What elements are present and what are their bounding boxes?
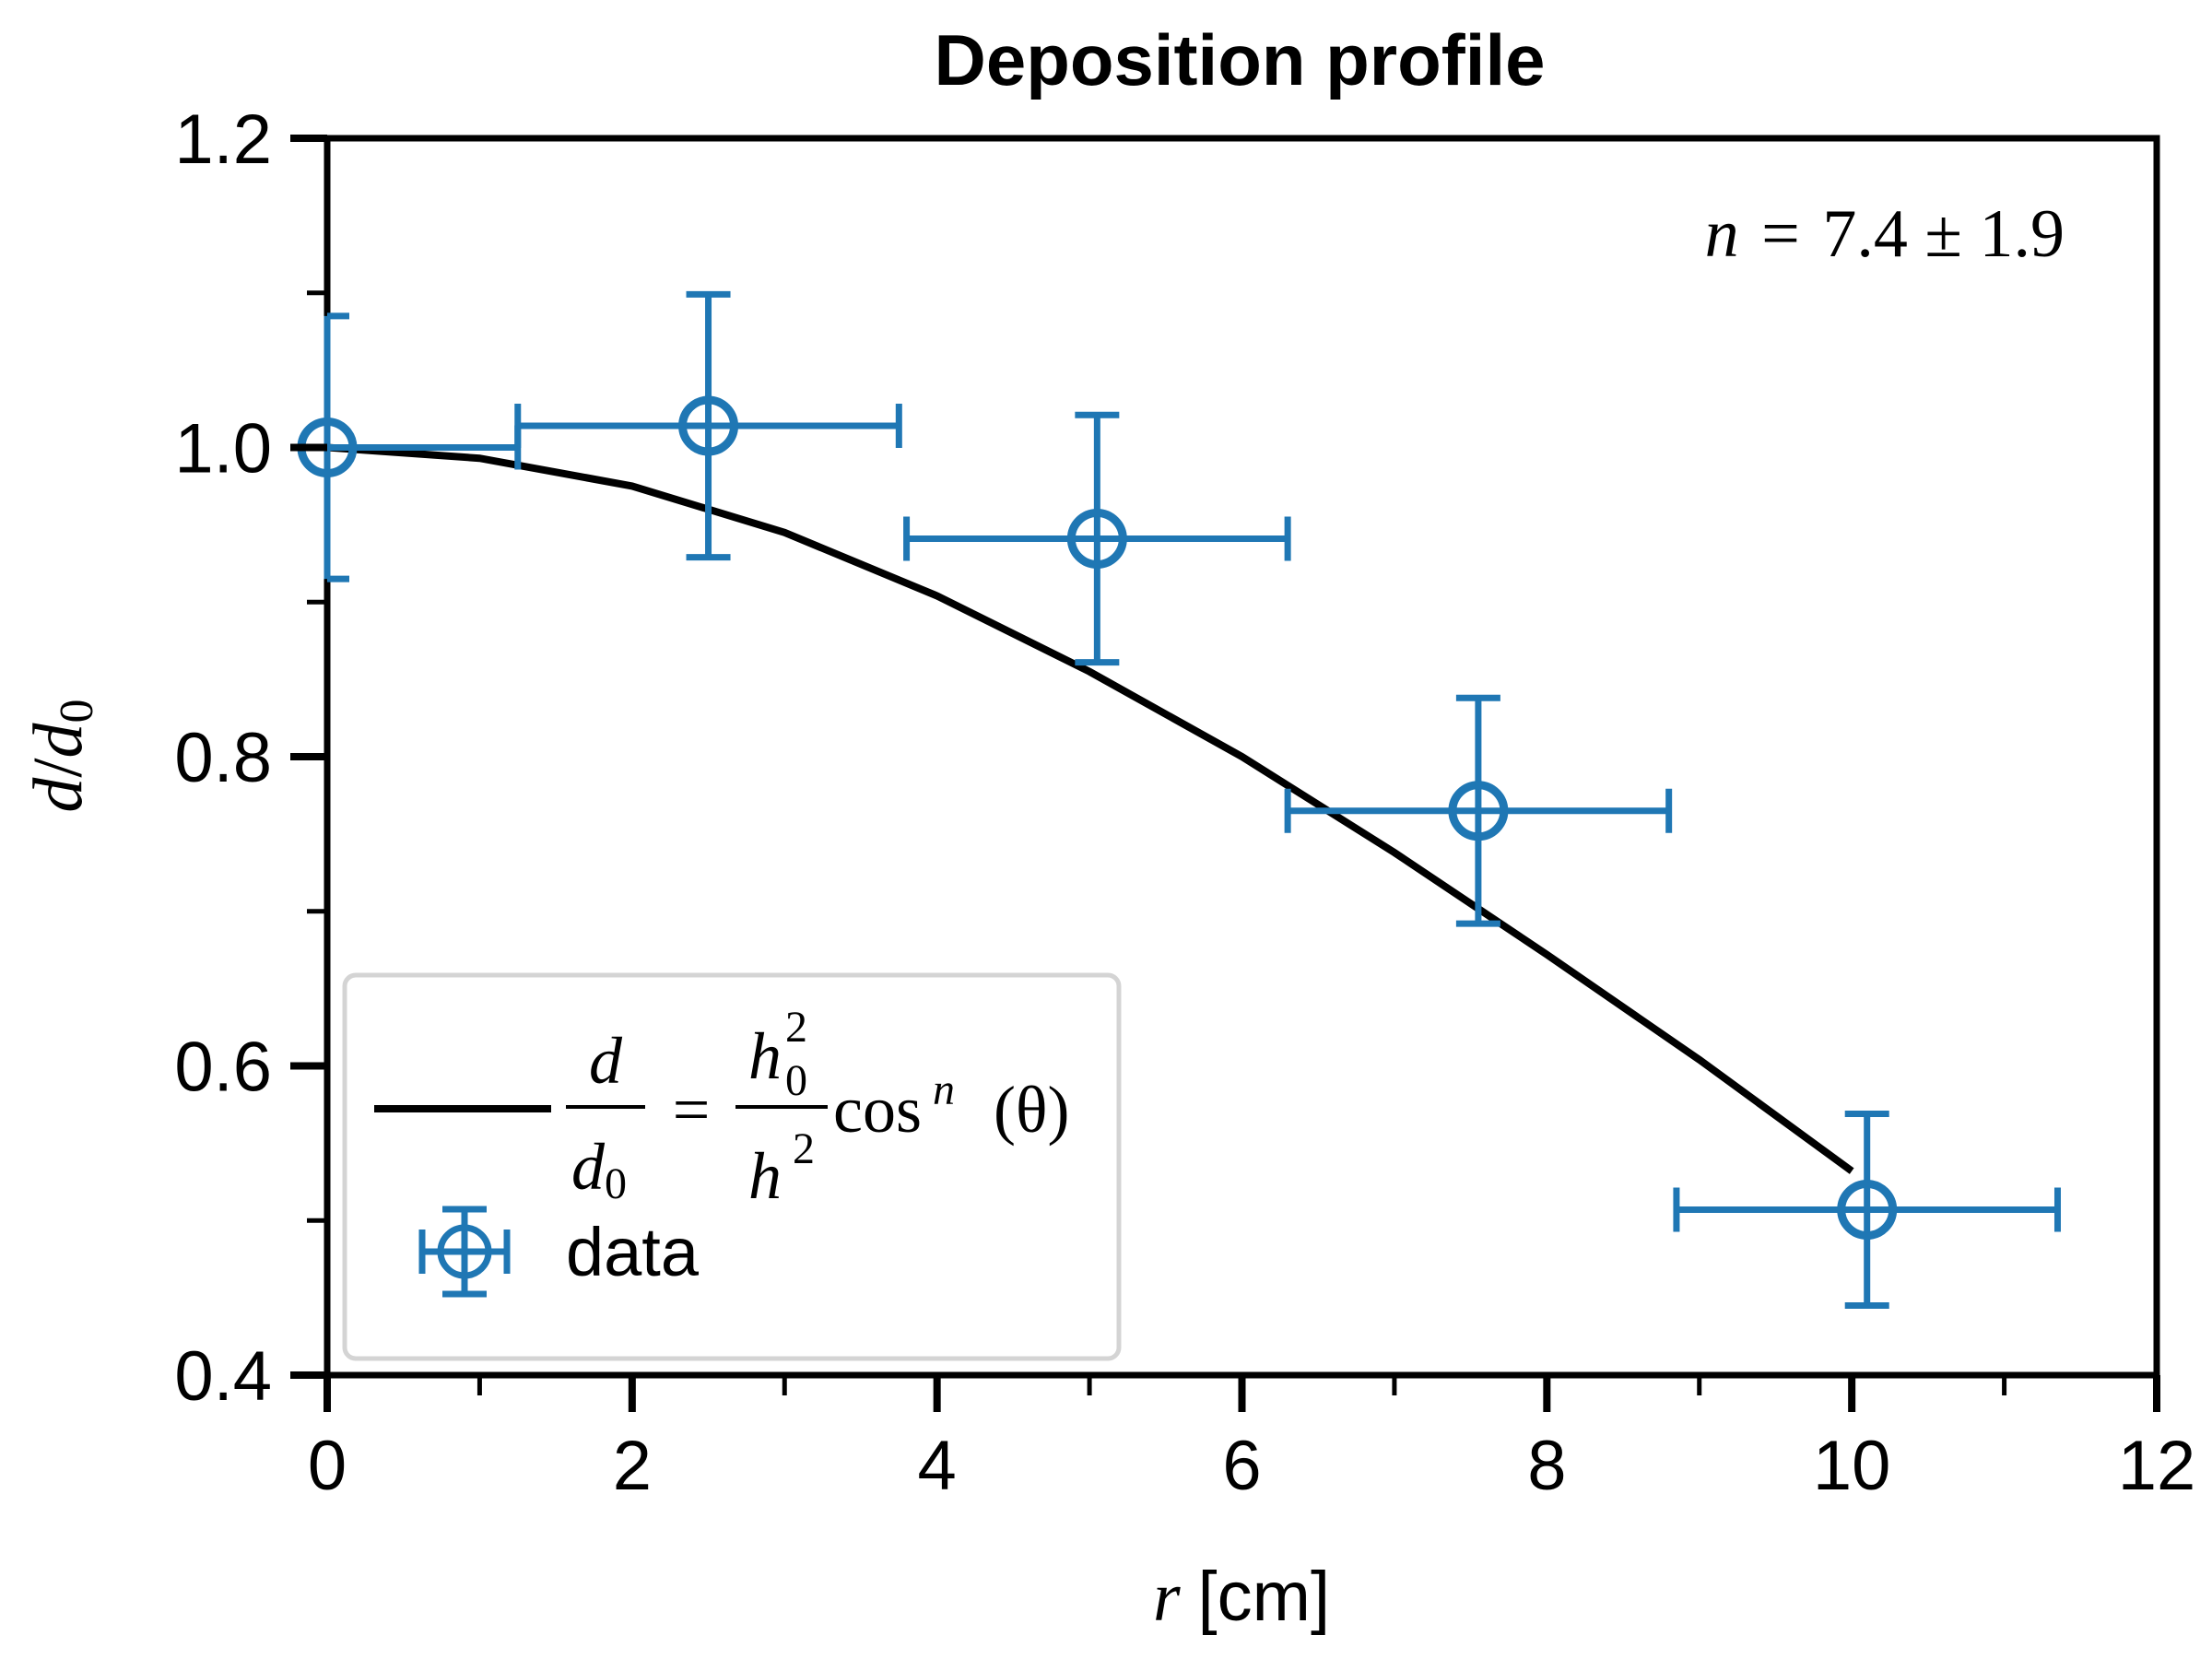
y-tick-label: 0.8 bbox=[174, 719, 272, 797]
svg-text:0: 0 bbox=[785, 1056, 807, 1105]
x-tick-label: 8 bbox=[1527, 1427, 1566, 1505]
y-tick-label: 1.0 bbox=[174, 410, 272, 488]
x-axis-label: r [cm] bbox=[1153, 1558, 1330, 1636]
x-tick-label: 6 bbox=[1222, 1427, 1261, 1505]
svg-text:h: h bbox=[748, 1019, 782, 1093]
y-tick-label: 0.6 bbox=[174, 1029, 272, 1107]
legend-data-label: data bbox=[566, 1214, 700, 1290]
data-point bbox=[903, 411, 1291, 666]
fit-curve bbox=[326, 443, 1854, 1174]
svg-text:d: d bbox=[589, 1024, 623, 1098]
x-tick-label: 10 bbox=[1813, 1427, 1891, 1505]
data-marker bbox=[1066, 508, 1127, 569]
x-tick-label: 12 bbox=[2118, 1427, 2196, 1505]
data-marker bbox=[1837, 1180, 1898, 1241]
data-point bbox=[1673, 1111, 2061, 1310]
y-tick-label: 0.4 bbox=[174, 1337, 272, 1416]
data-point bbox=[514, 290, 902, 561]
svg-text:=: = bbox=[673, 1073, 711, 1147]
svg-text:cos: cos bbox=[833, 1073, 922, 1147]
svg-text:2: 2 bbox=[785, 1003, 807, 1052]
fit-line-layer bbox=[326, 443, 1854, 1174]
fit-parameter-annotation: n = 7.4 ± 1.9 bbox=[1705, 196, 2065, 272]
legend: d d0 = h 2 0 h 2 cos n (θ) data bbox=[342, 972, 1122, 1361]
data-point bbox=[1284, 694, 1673, 927]
x-tick-label: 0 bbox=[308, 1427, 347, 1505]
tick-layer: 0 2 4 6 8 10 120.40.60.81.01.2 bbox=[174, 100, 2195, 1505]
data-layer bbox=[297, 290, 2061, 1310]
data-marker bbox=[678, 395, 739, 456]
chart-title: Deposition profile bbox=[935, 19, 1546, 100]
svg-text:n: n bbox=[933, 1065, 955, 1114]
legend-fit-label: d d0 = h 2 0 h 2 cos n (θ) bbox=[566, 1003, 1069, 1213]
data-marker bbox=[1448, 781, 1509, 841]
svg-text:2: 2 bbox=[793, 1124, 815, 1173]
x-tick-label: 2 bbox=[613, 1427, 652, 1505]
y-tick-label: 1.2 bbox=[174, 100, 272, 179]
svg-text:h: h bbox=[748, 1139, 782, 1213]
legend-data-swatch bbox=[418, 1206, 511, 1298]
x-tick-label: 4 bbox=[918, 1427, 957, 1505]
data-point bbox=[297, 312, 522, 582]
svg-text:(θ): (θ) bbox=[994, 1073, 1069, 1147]
legend-frame bbox=[342, 972, 1122, 1361]
svg-text:d0: d0 bbox=[571, 1130, 627, 1208]
y-axis-label: d/d0 bbox=[19, 699, 103, 812]
